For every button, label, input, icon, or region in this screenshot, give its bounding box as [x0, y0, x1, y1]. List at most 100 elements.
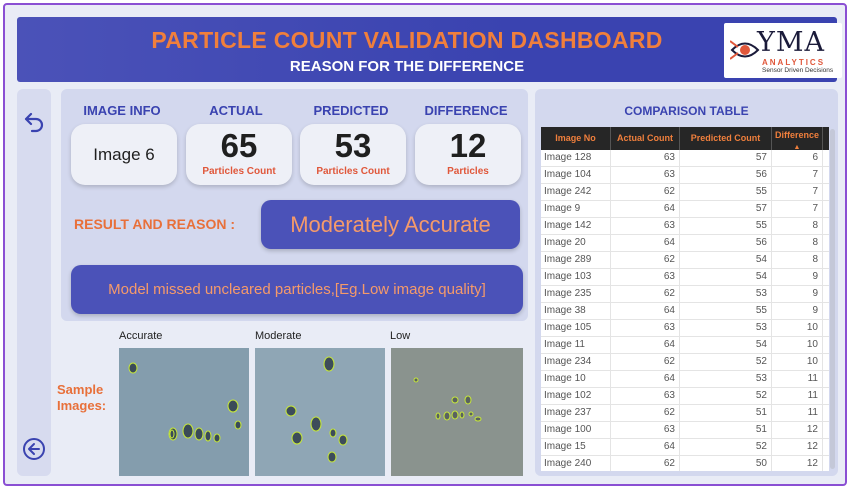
table-row[interactable]: Image 11 64 54 10 [541, 337, 829, 354]
table-cell: 52 [680, 439, 772, 455]
table-cell: Image 142 [541, 218, 611, 234]
image-info-card: Image 6 [71, 124, 177, 185]
logo-tagline: Sensor Driven Decisions [762, 67, 834, 74]
difference-card: 12 Particles [415, 124, 521, 185]
table-row[interactable]: Image 242 62 55 7 [541, 184, 829, 201]
table-cell: Image 10 [541, 371, 611, 387]
undo-arrow-icon[interactable] [22, 109, 46, 133]
table-row[interactable]: Image 237 62 51 11 [541, 405, 829, 422]
samples-label: Sample Images: [57, 382, 107, 413]
table-cell: Image 128 [541, 150, 611, 166]
difference-unit: Particles [447, 166, 489, 177]
table-row[interactable]: Image 142 63 55 8 [541, 218, 829, 235]
sort-ascending-icon: ▲ [793, 144, 801, 151]
sample-image-accurate[interactable] [119, 348, 249, 476]
table-cell: 62 [611, 354, 680, 370]
table-cell: 10 [772, 354, 823, 370]
predicted-card: 53 Particles Count [300, 124, 406, 185]
table-cell: 57 [680, 201, 772, 217]
predicted-value: 53 [334, 127, 372, 164]
table-cell: 63 [611, 218, 680, 234]
comparison-table[interactable]: Image No Actual Count Predicted Count Di… [541, 127, 829, 471]
table-cell: 62 [611, 286, 680, 302]
page-subtitle: REASON FOR THE DIFFERENCE [289, 58, 525, 75]
table-row[interactable]: Image 104 63 56 7 [541, 167, 829, 184]
table-cell: 8 [772, 235, 823, 251]
company-logo: YMA ANALYTICS Sensor Driven Decisions [724, 23, 842, 78]
table-cell: 53 [680, 371, 772, 387]
sensor-eye-icon [730, 40, 760, 60]
comparison-title: COMPARISON TABLE [624, 104, 749, 118]
table-cell: Image 11 [541, 337, 611, 353]
image-info-label: IMAGE INFO [83, 103, 161, 118]
table-cell: 64 [611, 439, 680, 455]
table-cell: Image 242 [541, 184, 611, 200]
table-cell: 56 [680, 235, 772, 251]
sample-image-low[interactable] [391, 348, 523, 476]
table-cell: Image 235 [541, 286, 611, 302]
table-cell: 63 [611, 320, 680, 336]
column-header-predicted[interactable]: Predicted Count [680, 127, 772, 150]
table-row[interactable]: Image 235 62 53 9 [541, 286, 829, 303]
table-cell: 12 [772, 456, 823, 471]
table-cell: Image 15 [541, 439, 611, 455]
table-cell: 63 [611, 422, 680, 438]
table-row[interactable]: Image 234 62 52 10 [541, 354, 829, 371]
table-row[interactable]: Image 128 63 57 6 [541, 150, 829, 167]
page-title: PARTICLE COUNT VALIDATION DASHBOARD [151, 27, 663, 53]
table-cell: 8 [772, 218, 823, 234]
table-row[interactable]: Image 15 64 52 12 [541, 439, 829, 456]
table-cell: 63 [611, 167, 680, 183]
table-cell: 51 [680, 405, 772, 421]
result-value: Moderately Accurate [261, 200, 520, 249]
actual-label: ACTUAL [209, 103, 263, 118]
dashboard-frame: PARTICLE COUNT VALIDATION DASHBOARD REAS… [3, 3, 847, 486]
table-cell: 10 [772, 320, 823, 336]
column-header-difference[interactable]: Difference ▲ [772, 127, 823, 151]
table-row[interactable]: Image 289 62 54 8 [541, 252, 829, 269]
header-banner: PARTICLE COUNT VALIDATION DASHBOARD REAS… [17, 17, 842, 82]
result-label: RESULT AND REASON : [74, 216, 235, 232]
table-cell: 53 [680, 320, 772, 336]
table-cell: Image 20 [541, 235, 611, 251]
table-row[interactable]: Image 102 63 52 11 [541, 388, 829, 405]
table-cell: 9 [772, 269, 823, 285]
table-cell: 8 [772, 252, 823, 268]
table-cell: Image 103 [541, 269, 611, 285]
table-cell: 64 [611, 303, 680, 319]
logo-analytics: ANALYTICS [762, 58, 826, 67]
table-cell: 12 [772, 422, 823, 438]
table-row[interactable]: Image 240 62 50 12 [541, 456, 829, 471]
table-row[interactable]: Image 38 64 55 9 [541, 303, 829, 320]
column-header-actual[interactable]: Actual Count [611, 127, 680, 150]
table-cell: 62 [611, 405, 680, 421]
column-header-image-no[interactable]: Image No [541, 127, 611, 150]
table-cell: 10 [772, 337, 823, 353]
table-row[interactable]: Image 9 64 57 7 [541, 201, 829, 218]
table-cell: Image 100 [541, 422, 611, 438]
column-header-difference-label: Difference [774, 130, 819, 140]
table-cell: Image 105 [541, 320, 611, 336]
table-cell: 57 [680, 150, 772, 166]
left-nav [17, 89, 51, 476]
sample-image-moderate[interactable] [255, 348, 385, 476]
table-cell: 53 [680, 286, 772, 302]
table-row[interactable]: Image 20 64 56 8 [541, 235, 829, 252]
table-cell: 7 [772, 167, 823, 183]
table-row[interactable]: Image 10 64 53 11 [541, 371, 829, 388]
table-cell: Image 237 [541, 405, 611, 421]
table-scrollbar[interactable] [830, 129, 835, 469]
table-cell: 11 [772, 388, 823, 404]
predicted-unit: Particles Count [316, 166, 390, 177]
comparison-panel: COMPARISON TABLE Image No Actual Count P… [535, 89, 838, 476]
table-row[interactable]: Image 105 63 53 10 [541, 320, 829, 337]
predicted-label: PREDICTED [313, 103, 389, 118]
table-cell: 54 [680, 269, 772, 285]
table-cell: 64 [611, 201, 680, 217]
table-row[interactable]: Image 103 63 54 9 [541, 269, 829, 286]
table-cell: 51 [680, 422, 772, 438]
table-cell: 7 [772, 184, 823, 200]
image-name: Image 6 [93, 145, 155, 164]
table-row[interactable]: Image 100 63 51 12 [541, 422, 829, 439]
circle-left-arrow-icon[interactable] [22, 437, 46, 461]
